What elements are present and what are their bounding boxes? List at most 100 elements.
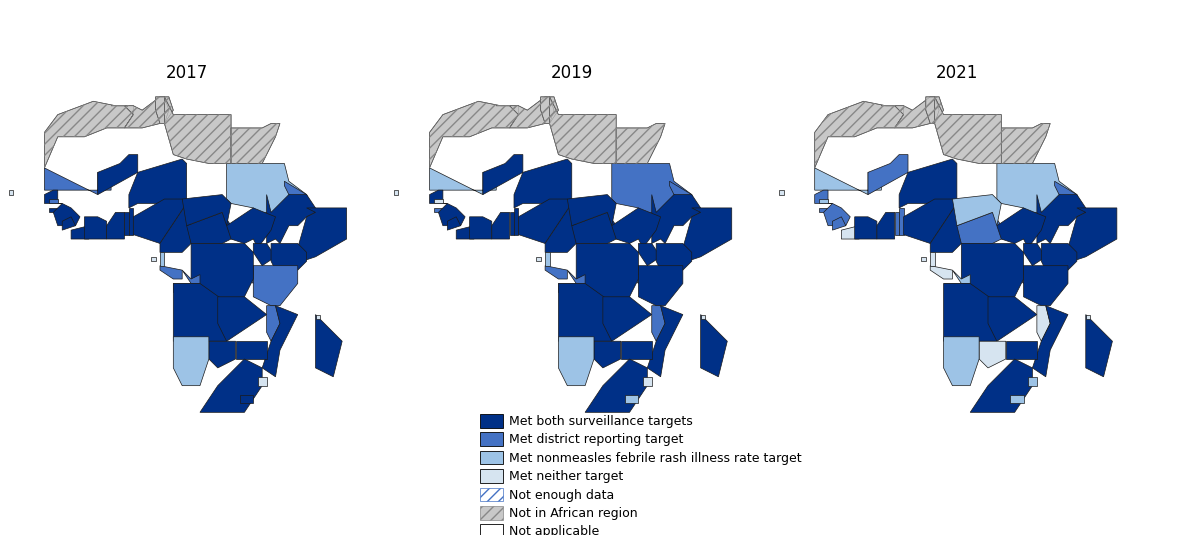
Polygon shape [173, 337, 209, 386]
Polygon shape [297, 208, 346, 261]
Polygon shape [904, 199, 957, 243]
Polygon shape [652, 305, 665, 341]
Polygon shape [652, 195, 700, 243]
Polygon shape [1006, 341, 1037, 359]
Polygon shape [44, 101, 133, 168]
Polygon shape [1011, 394, 1024, 403]
Polygon shape [758, 350, 763, 355]
Polygon shape [634, 274, 642, 284]
Polygon shape [107, 212, 124, 239]
Polygon shape [124, 212, 129, 234]
Polygon shape [1055, 181, 1081, 208]
Polygon shape [284, 181, 310, 208]
Polygon shape [611, 164, 692, 217]
Polygon shape [1024, 266, 1068, 305]
Polygon shape [988, 297, 1037, 341]
Polygon shape [393, 190, 398, 195]
Polygon shape [1024, 243, 1046, 266]
Polygon shape [160, 266, 182, 279]
Polygon shape [882, 97, 943, 128]
Polygon shape [642, 377, 652, 386]
Polygon shape [173, 284, 200, 292]
Title: 2017: 2017 [166, 64, 207, 82]
Polygon shape [182, 195, 231, 226]
Polygon shape [930, 203, 961, 253]
Polygon shape [267, 195, 315, 243]
Polygon shape [1144, 350, 1148, 355]
Polygon shape [700, 315, 705, 319]
Polygon shape [519, 199, 572, 243]
Polygon shape [209, 341, 236, 368]
Polygon shape [1042, 243, 1077, 270]
Polygon shape [262, 305, 297, 377]
Polygon shape [226, 208, 275, 248]
Polygon shape [815, 190, 833, 203]
Polygon shape [1085, 315, 1090, 319]
Polygon shape [943, 337, 979, 386]
Polygon shape [133, 199, 187, 243]
Polygon shape [1001, 124, 1050, 164]
Polygon shape [568, 195, 616, 226]
Polygon shape [656, 243, 692, 270]
Polygon shape [536, 257, 540, 261]
Polygon shape [44, 190, 62, 203]
Polygon shape [514, 159, 572, 208]
Polygon shape [634, 266, 642, 274]
Polygon shape [545, 203, 576, 253]
Polygon shape [249, 274, 257, 284]
Polygon shape [647, 305, 683, 377]
Polygon shape [165, 97, 231, 164]
Polygon shape [456, 226, 474, 239]
Polygon shape [1037, 305, 1050, 341]
Polygon shape [469, 217, 492, 239]
Polygon shape [191, 243, 254, 305]
Polygon shape [49, 199, 58, 203]
Polygon shape [935, 97, 1001, 164]
Polygon shape [545, 253, 550, 266]
Polygon shape [558, 337, 594, 386]
Polygon shape [182, 270, 200, 284]
Polygon shape [257, 377, 267, 386]
Title: 2019: 2019 [551, 64, 592, 82]
Polygon shape [1085, 315, 1113, 377]
Polygon shape [639, 243, 661, 266]
Polygon shape [899, 208, 904, 234]
Polygon shape [867, 155, 908, 195]
Polygon shape [540, 97, 553, 124]
Polygon shape [429, 190, 448, 203]
Polygon shape [899, 159, 957, 208]
Polygon shape [692, 208, 700, 212]
Polygon shape [1068, 208, 1117, 261]
Polygon shape [187, 212, 239, 243]
Polygon shape [8, 190, 13, 195]
Polygon shape [315, 315, 342, 377]
Polygon shape [621, 341, 652, 359]
Polygon shape [239, 394, 254, 403]
Polygon shape [271, 243, 307, 270]
Title: 2021: 2021 [936, 64, 978, 82]
Polygon shape [267, 305, 280, 341]
Polygon shape [953, 195, 1001, 226]
Polygon shape [558, 284, 585, 292]
Polygon shape [150, 257, 155, 261]
Polygon shape [483, 155, 523, 195]
Polygon shape [922, 257, 925, 261]
Polygon shape [930, 266, 953, 279]
Polygon shape [895, 212, 899, 234]
Polygon shape [84, 217, 107, 239]
Polygon shape [824, 203, 851, 226]
Polygon shape [492, 212, 510, 239]
Polygon shape [254, 266, 297, 305]
Polygon shape [626, 394, 639, 403]
Polygon shape [254, 243, 275, 266]
Polygon shape [160, 203, 191, 253]
Polygon shape [155, 97, 168, 124]
Polygon shape [545, 266, 568, 279]
Polygon shape [200, 359, 262, 412]
Polygon shape [226, 164, 307, 217]
Polygon shape [841, 226, 859, 239]
Polygon shape [670, 181, 697, 208]
Polygon shape [71, 226, 89, 239]
Polygon shape [603, 297, 652, 341]
Polygon shape [558, 284, 616, 341]
